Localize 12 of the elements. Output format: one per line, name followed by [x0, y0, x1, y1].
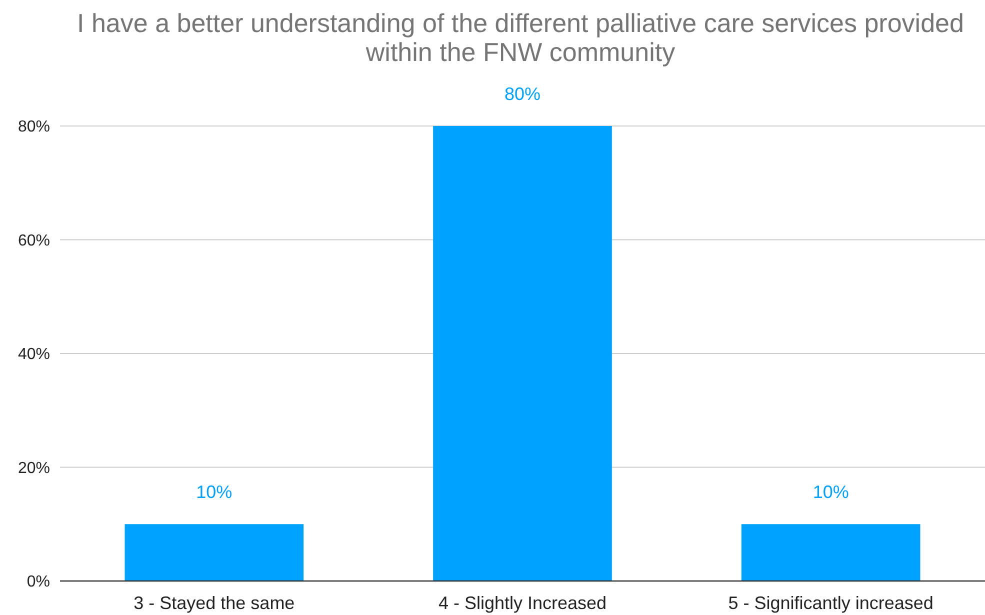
data-label: 10% [196, 482, 232, 502]
chart-title: I have a better understanding of the different palliative care services provided within the FNW community [77, 8, 964, 67]
x-tick-label: 3 - Stayed the same [134, 593, 295, 613]
data-label: 80% [504, 84, 541, 104]
x-tick-label: 5 - Significantly increased [728, 593, 934, 613]
data-label: 10% [812, 482, 849, 502]
y-tick-label: 40% [18, 346, 50, 364]
y-tick-label: 0% [26, 574, 50, 591]
y-tick-label: 60% [18, 232, 50, 250]
y-tick-label: 20% [18, 460, 50, 477]
y-tick-label: 80% [18, 118, 50, 136]
x-tick-label: 4 - Slightly Increased [438, 593, 607, 613]
